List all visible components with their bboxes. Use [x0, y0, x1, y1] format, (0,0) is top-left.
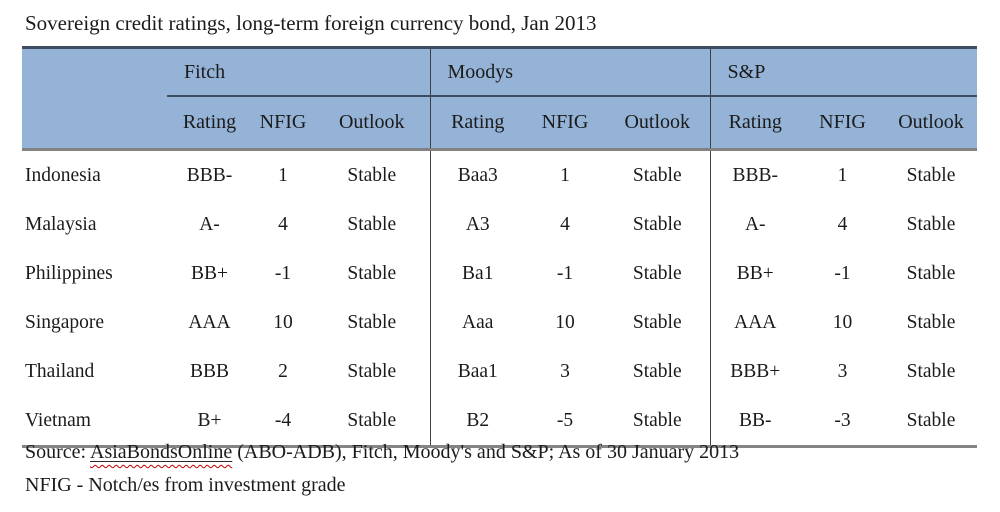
fitch-nfig-cell: 1	[278, 164, 288, 186]
table-row-thailand: Thailand BBB 2 Stable Baa1 3 Stable BBB+…	[22, 347, 977, 396]
sp-rating-cell: A-	[709, 200, 801, 249]
moodys-nfig-cell: 4	[560, 213, 570, 235]
moodys-rating-cell: Baa1	[429, 347, 525, 396]
sp-nfig-cell: -1	[834, 262, 851, 284]
fitch-outlook-cell: Stable	[347, 311, 397, 333]
fitch-rating-cell: BBB-	[186, 164, 233, 186]
corner-cell	[22, 47, 167, 151]
agency-header-row: Fitch Moodys S&P	[22, 47, 978, 151]
sp-outlook-cell: Stable	[885, 396, 978, 448]
source-prefix: Source:	[25, 441, 90, 463]
moodys-outlook-cell: Stable	[632, 360, 682, 382]
moodys-nfig-cell: -5	[525, 396, 605, 448]
fitch-nfig-cell: 4	[278, 213, 288, 235]
moodys-nfig-header: NFIG	[525, 96, 605, 151]
table-header: Fitch Moodys S&P Rating NFIG Outlook Rat…	[22, 47, 978, 151]
moodys-nfig-cell: -1	[556, 262, 574, 284]
sp-nfig-cell: 4	[837, 213, 848, 235]
fitch-rating-cell: B+	[167, 396, 252, 448]
asiabondsonline-link-text[interactable]: AsiaBondsOnline	[90, 441, 233, 463]
nfig-note: NFIG - Notch/es from investment grade	[25, 474, 346, 496]
moodys-nfig-cell: 1	[560, 164, 570, 186]
fitch-outlook-cell: Stable	[347, 213, 397, 235]
sp-rating-cell: BB-	[709, 396, 801, 448]
sp-outlook-cell: Stable	[906, 311, 956, 333]
moodys-rating-cell: B2	[429, 396, 525, 448]
sp-rating-header: Rating	[709, 96, 801, 151]
fitch-nfig-cell: -1	[274, 262, 292, 284]
sp-outlook-cell: Stable	[906, 262, 956, 284]
fitch-nfig-cell: -4	[252, 396, 314, 448]
fitch-outlook-cell: Stable	[314, 396, 430, 448]
sp-rating-cell: BBB-	[709, 149, 801, 200]
sp-nfig-cell: 1	[837, 164, 848, 186]
moodys-outlook-cell: Stable	[605, 396, 711, 448]
moodys-rating-header: Rating	[429, 96, 525, 151]
moodys-rating-cell: Ba1	[429, 249, 525, 298]
fitch-outlook-cell: Stable	[347, 262, 397, 284]
moodys-rating-cell: Aaa	[429, 298, 525, 347]
moodys-nfig-cell: 10	[555, 311, 575, 333]
country-cell: Philippines	[25, 262, 113, 284]
moodys-outlook-header: Outlook	[605, 96, 711, 151]
fitch-outlook-cell: Stable	[347, 360, 397, 382]
sp-outlook-cell: Stable	[906, 213, 956, 235]
table-row-singapore: Singapore AAA 10 Stable Aaa 10 Stable AA…	[22, 298, 977, 347]
asiabondsonline-link[interactable]: AsiaBondsOnline	[90, 441, 232, 463]
fitch-outlook-header: Outlook	[314, 96, 430, 151]
fitch-rating-cell: BBB	[189, 360, 230, 382]
moodys-outlook-cell: Stable	[632, 311, 682, 333]
country-cell: Singapore	[25, 311, 105, 333]
sp-outlook-header: Outlook	[885, 96, 978, 151]
moodys-outlook-cell: Stable	[632, 213, 682, 235]
moodys-rating-cell: A3	[429, 200, 525, 249]
country-cell: Thailand	[25, 360, 95, 382]
fitch-nfig-cell: 2	[278, 360, 288, 382]
moodys-outlook-cell: Stable	[632, 262, 682, 284]
sp-nfig-cell: -3	[800, 396, 886, 448]
sp-nfig-cell: 3	[837, 360, 848, 382]
page-title: Sovereign credit ratings, long-term fore…	[25, 11, 597, 35]
country-cell: Vietnam	[22, 396, 167, 448]
country-cell: Malaysia	[25, 213, 97, 235]
ratings-table: Fitch Moodys S&P Rating NFIG Outlook Rat…	[22, 46, 978, 448]
table-row-philippines: Philippines BB+ -1 Stable Ba1 -1 Stable …	[22, 249, 977, 298]
sp-outlook-cell: Stable	[906, 360, 956, 382]
sp-rating-cell: AAA	[709, 298, 801, 347]
fitch-rating-cell: A-	[199, 213, 220, 235]
sp-outlook-cell: Stable	[906, 164, 956, 186]
sp-nfig-header: NFIG	[800, 96, 886, 151]
sp-nfig-cell: 10	[832, 311, 853, 333]
moodys-outlook-cell: Stable	[632, 164, 682, 186]
source-line: Source: AsiaBondsOnline (ABO-ADB), Fitch…	[25, 441, 739, 464]
fitch-nfig-header: NFIG	[252, 96, 314, 151]
table-row-indonesia: Indonesia BBB- 1 Stable Baa3 1 Stable BB…	[22, 149, 977, 200]
table-row-malaysia: Malaysia A- 4 Stable A3 4 Stable A- 4 St…	[22, 200, 977, 249]
moodys-rating-cell: Baa3	[429, 149, 525, 200]
source-suffix: (ABO-ADB), Fitch, Moody's and S&P; As of…	[232, 441, 740, 463]
fitch-outlook-cell: Stable	[347, 164, 397, 186]
agency-header-moodys: Moodys	[429, 47, 711, 97]
moodys-nfig-cell: 3	[560, 360, 570, 382]
fitch-rating-cell: AAA	[188, 311, 231, 333]
fitch-nfig-cell: 10	[273, 311, 293, 333]
table-body: Indonesia BBB- 1 Stable Baa3 1 Stable BB…	[22, 149, 978, 448]
agency-header-sp: S&P	[709, 47, 978, 97]
fitch-rating-cell: BB+	[190, 262, 228, 284]
sp-rating-cell: BBB+	[709, 347, 801, 396]
fitch-rating-header: Rating	[167, 96, 252, 151]
sp-rating-cell: BB+	[709, 249, 801, 298]
agency-header-fitch: Fitch	[167, 47, 430, 97]
table-row-vietnam: Vietnam B+ -4 Stable B2 -5 Stable BB- -3…	[22, 396, 978, 448]
country-cell: Indonesia	[25, 164, 101, 186]
column-header-row: Rating NFIG Outlook Rating NFIG Outlook …	[22, 96, 978, 151]
